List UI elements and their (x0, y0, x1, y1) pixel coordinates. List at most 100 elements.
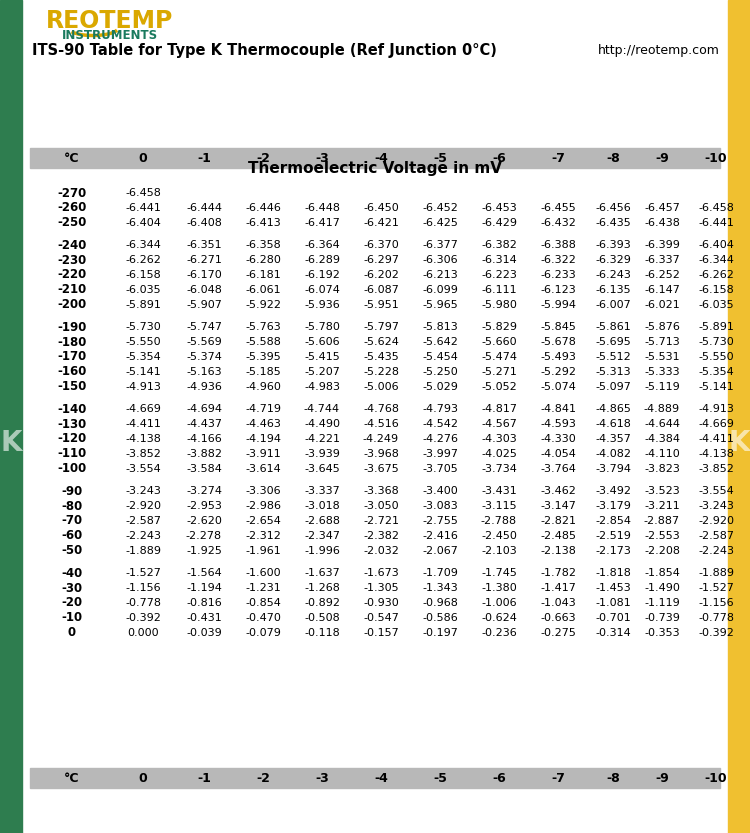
Text: -4.516: -4.516 (363, 419, 399, 429)
Text: -2.173: -2.173 (595, 546, 631, 556)
Text: -6.322: -6.322 (540, 255, 576, 265)
Text: -0.778: -0.778 (125, 598, 161, 608)
Text: -2.920: -2.920 (698, 516, 734, 526)
Text: -6.456: -6.456 (596, 202, 631, 212)
Text: -3.368: -3.368 (363, 486, 399, 496)
Text: -2.519: -2.519 (595, 531, 631, 541)
Text: -4.054: -4.054 (540, 449, 576, 459)
Text: K: K (728, 429, 750, 457)
Text: -5.713: -5.713 (644, 337, 680, 347)
Text: -5.074: -5.074 (540, 382, 576, 392)
Text: -100: -100 (57, 462, 86, 475)
Text: -5.780: -5.780 (304, 322, 340, 332)
Text: -6.252: -6.252 (644, 270, 680, 280)
Text: -6.271: -6.271 (186, 255, 222, 265)
Text: -6.262: -6.262 (698, 270, 734, 280)
Text: -120: -120 (57, 432, 86, 446)
Text: -6.337: -6.337 (644, 255, 680, 265)
Text: -3: -3 (315, 152, 328, 164)
Text: -3.050: -3.050 (363, 501, 399, 511)
Text: -5.550: -5.550 (125, 337, 160, 347)
Text: -1.673: -1.673 (363, 568, 399, 578)
Text: -3.243: -3.243 (125, 486, 161, 496)
Text: -2.953: -2.953 (186, 501, 222, 511)
Text: -4.384: -4.384 (644, 434, 680, 444)
Text: -1.194: -1.194 (186, 583, 222, 593)
Text: °C: °C (64, 771, 80, 785)
Text: -4.669: -4.669 (125, 404, 161, 414)
Text: -5.097: -5.097 (595, 382, 631, 392)
Text: -4.082: -4.082 (595, 449, 631, 459)
Text: -0.508: -0.508 (304, 613, 340, 623)
Text: -5.907: -5.907 (186, 300, 222, 310)
Text: -5.876: -5.876 (644, 322, 680, 332)
Text: -2.103: -2.103 (482, 546, 517, 556)
Text: -6.223: -6.223 (481, 270, 517, 280)
Text: -6.441: -6.441 (698, 217, 734, 227)
Text: -240: -240 (57, 239, 87, 252)
Text: -3: -3 (315, 771, 328, 785)
Text: -0.392: -0.392 (125, 613, 161, 623)
Text: -8: -8 (606, 152, 619, 164)
Text: -2.032: -2.032 (363, 546, 399, 556)
Text: -1.600: -1.600 (245, 568, 280, 578)
Text: -0.431: -0.431 (186, 613, 222, 623)
Text: -3.400: -3.400 (422, 486, 458, 496)
Text: -4.025: -4.025 (481, 449, 517, 459)
Text: -2.821: -2.821 (540, 516, 576, 526)
Text: -3.018: -3.018 (304, 501, 340, 511)
Text: -6.111: -6.111 (482, 285, 517, 295)
Text: -3.794: -3.794 (595, 464, 631, 474)
Text: -2.788: -2.788 (481, 516, 517, 526)
Text: -90: -90 (62, 485, 82, 498)
Text: -3.614: -3.614 (245, 464, 280, 474)
Text: -6.170: -6.170 (186, 270, 222, 280)
Text: -6.452: -6.452 (422, 202, 458, 212)
Text: -6.399: -6.399 (644, 241, 680, 251)
Text: -4.166: -4.166 (186, 434, 222, 444)
Text: -6.453: -6.453 (482, 202, 517, 212)
Text: -5.333: -5.333 (644, 367, 680, 377)
Text: -30: -30 (62, 581, 82, 595)
Text: -2.416: -2.416 (422, 531, 458, 541)
Text: 0: 0 (139, 771, 147, 785)
Text: -1.305: -1.305 (363, 583, 399, 593)
Text: -10: -10 (705, 771, 728, 785)
Text: -2.755: -2.755 (422, 516, 458, 526)
Text: -140: -140 (57, 403, 87, 416)
Text: -4.411: -4.411 (125, 419, 161, 429)
Text: -5.606: -5.606 (304, 337, 340, 347)
Text: -3.554: -3.554 (125, 464, 160, 474)
Text: -4.221: -4.221 (304, 434, 340, 444)
Text: -6.289: -6.289 (304, 255, 340, 265)
Text: -5.292: -5.292 (540, 367, 576, 377)
Text: -0.470: -0.470 (245, 613, 281, 623)
Text: -0.197: -0.197 (422, 627, 458, 637)
Text: INSTRUMENTS: INSTRUMENTS (62, 28, 158, 42)
Text: -0.353: -0.353 (644, 627, 680, 637)
Text: -4.110: -4.110 (644, 449, 680, 459)
Text: -2.450: -2.450 (481, 531, 517, 541)
Text: -3.274: -3.274 (186, 486, 222, 496)
Text: -5.922: -5.922 (245, 300, 281, 310)
Text: -2.887: -2.887 (644, 516, 680, 526)
Text: -3.997: -3.997 (422, 449, 458, 459)
Text: -4.249: -4.249 (363, 434, 399, 444)
Text: -4.330: -4.330 (540, 434, 576, 444)
Text: -6.344: -6.344 (125, 241, 161, 251)
Text: -5.951: -5.951 (363, 300, 399, 310)
Text: -3.852: -3.852 (698, 464, 734, 474)
Text: -6.035: -6.035 (125, 285, 160, 295)
Text: -1.156: -1.156 (125, 583, 160, 593)
Text: -5.994: -5.994 (540, 300, 576, 310)
Text: -4.694: -4.694 (186, 404, 222, 414)
Text: -6.213: -6.213 (422, 270, 458, 280)
Text: -2.312: -2.312 (245, 531, 281, 541)
Text: -180: -180 (57, 336, 87, 349)
Text: -1.231: -1.231 (245, 583, 280, 593)
Text: -2.986: -2.986 (245, 501, 281, 511)
Text: K: K (0, 429, 22, 457)
Text: -0.778: -0.778 (698, 613, 734, 623)
Text: -2: -2 (256, 152, 270, 164)
Text: -200: -200 (57, 298, 86, 311)
